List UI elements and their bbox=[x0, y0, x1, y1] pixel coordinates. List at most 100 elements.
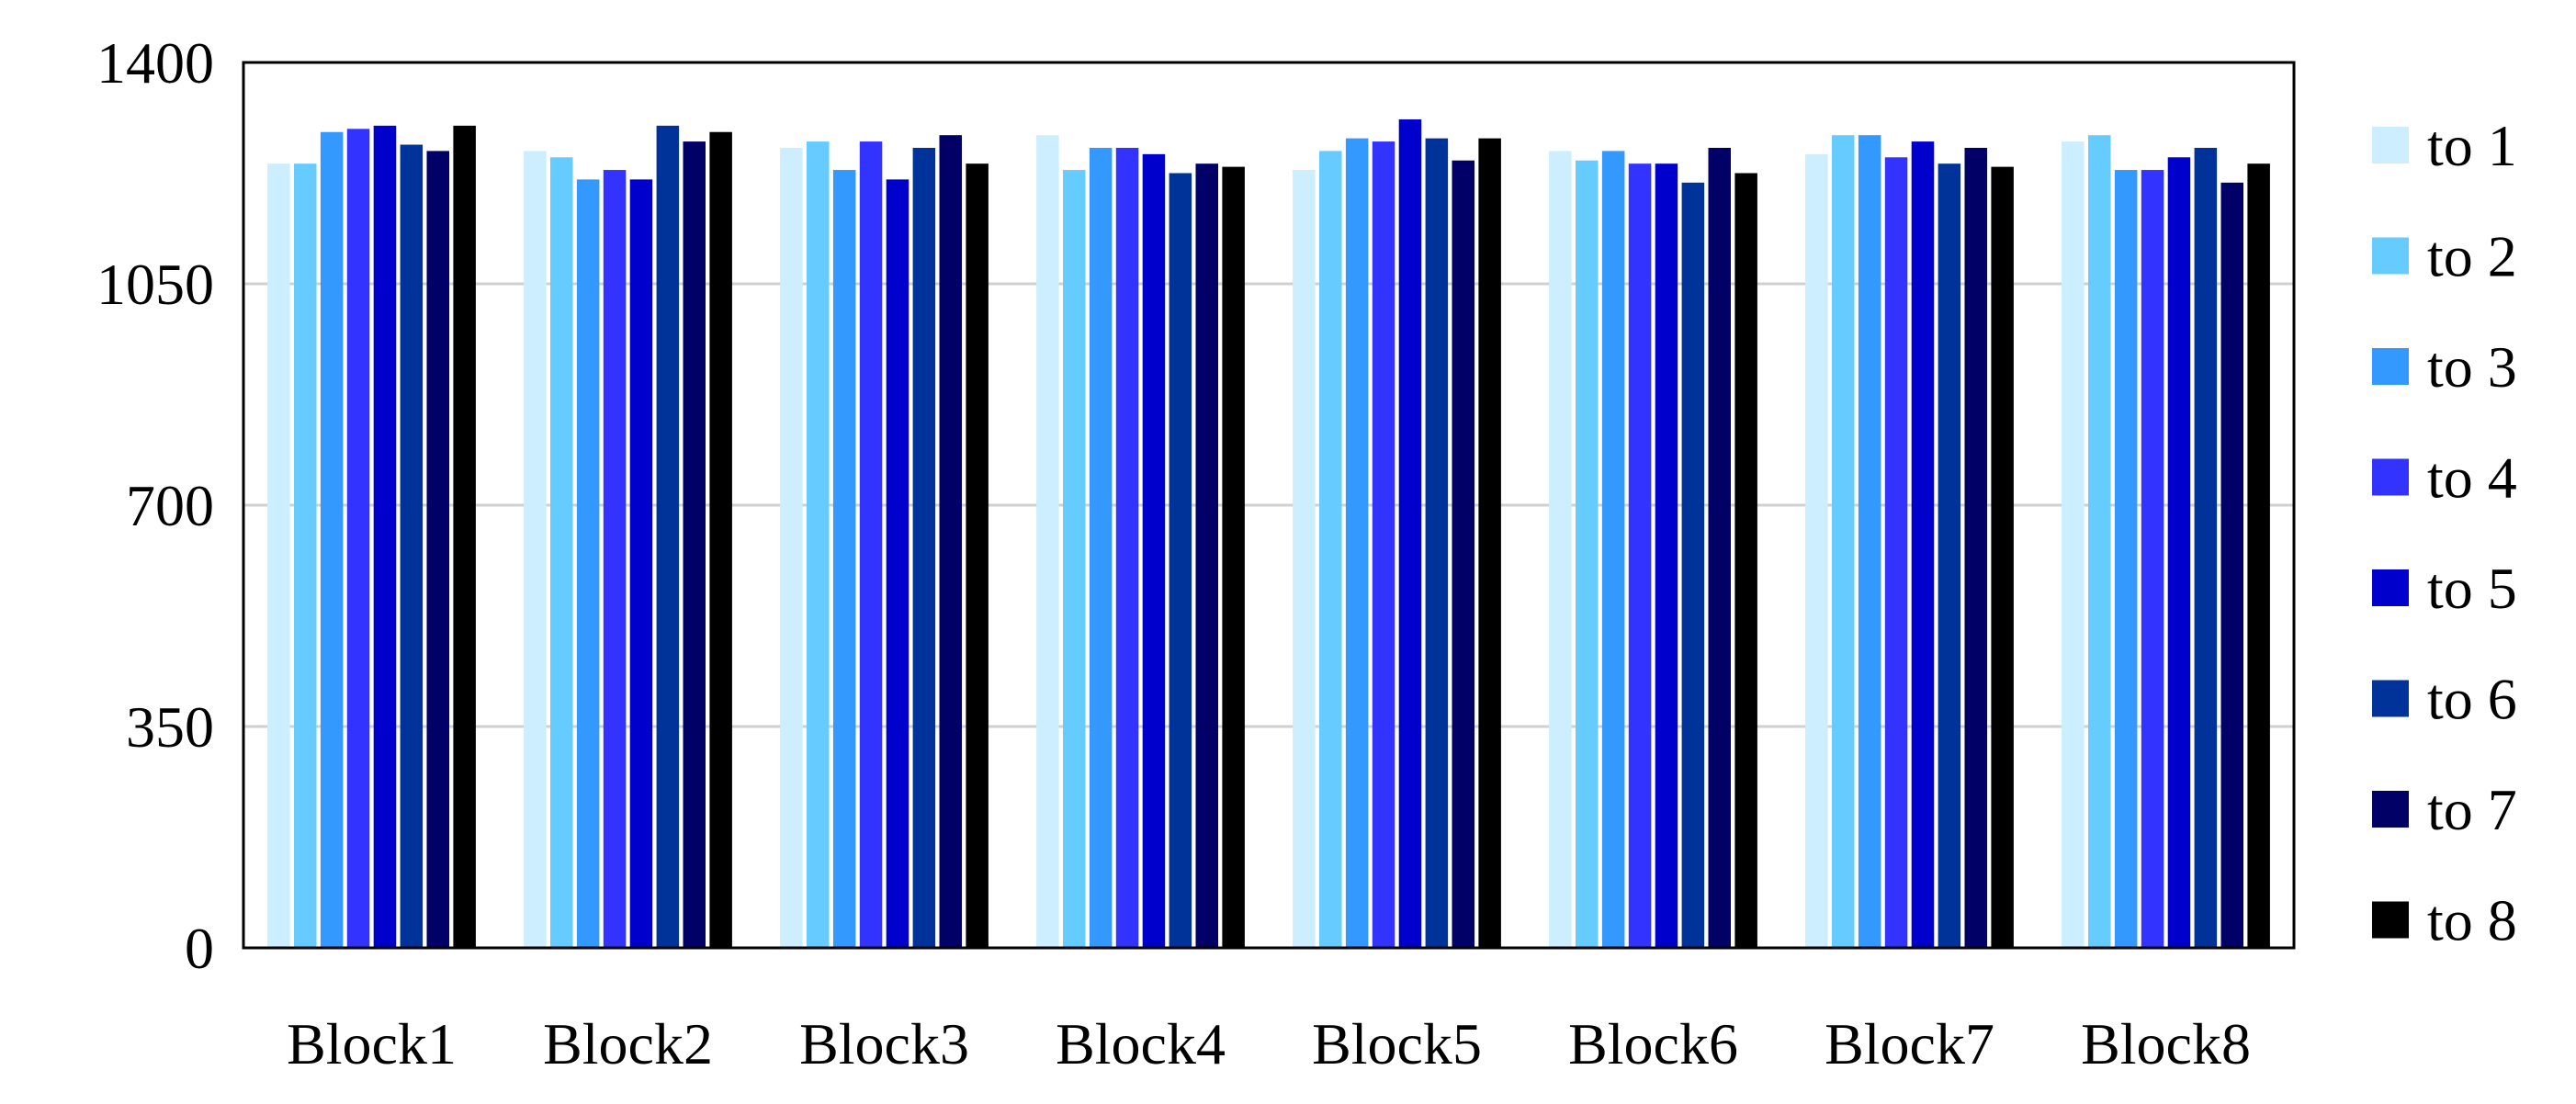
bar-block8-to-5 bbox=[2167, 157, 2191, 949]
bar-block3-to-4 bbox=[859, 141, 883, 949]
bar-block1-to-5 bbox=[373, 125, 397, 948]
legend-label: to 1 bbox=[2427, 113, 2517, 178]
bar-block1-to-6 bbox=[400, 144, 424, 948]
bar-block3-to-7 bbox=[939, 135, 962, 948]
legend-label: to 7 bbox=[2427, 777, 2517, 842]
x-category-label: Block3 bbox=[799, 1011, 969, 1076]
bar-block4-to-8 bbox=[1222, 166, 1245, 949]
legend-label: to 5 bbox=[2427, 556, 2517, 621]
x-category-label: Block6 bbox=[1568, 1011, 1738, 1076]
bar-block6-to-8 bbox=[1734, 173, 1757, 948]
bar-block2-to-6 bbox=[656, 125, 680, 948]
bar-block1-to-7 bbox=[426, 151, 449, 948]
x-axis-category-labels: Block1 Block2 Block3 Block4 Block5 Block6 Bloc… bbox=[287, 1011, 2251, 1076]
bar-block3-to-5 bbox=[886, 179, 910, 948]
y-axis-tick-labels: 0 350 700 1050 1400 bbox=[96, 30, 214, 981]
bar-block6-to-5 bbox=[1655, 163, 1678, 948]
bar-block6-to-3 bbox=[1601, 151, 1625, 948]
bar-block7-to-3 bbox=[1858, 135, 1881, 948]
legend-label: to 4 bbox=[2427, 445, 2517, 511]
bar-block1-to-2 bbox=[294, 163, 317, 948]
x-category-label: Block5 bbox=[1312, 1011, 1482, 1076]
bar-block2-to-8 bbox=[709, 131, 732, 948]
y-tick-label: 350 bbox=[126, 694, 214, 760]
bar-block2-to-5 bbox=[629, 179, 653, 948]
bar-block7-to-7 bbox=[1964, 147, 1987, 948]
bar-block4-to-7 bbox=[1195, 163, 1218, 948]
legend-label: to 2 bbox=[2427, 224, 2517, 289]
legend-swatch bbox=[2372, 901, 2409, 939]
bar-block5-to-5 bbox=[1398, 118, 1422, 948]
bar-block8-to-6 bbox=[2194, 147, 2218, 948]
bar-block6-to-1 bbox=[1549, 151, 1572, 948]
legend-label: to 3 bbox=[2427, 334, 2517, 400]
bar-block8-to-2 bbox=[2088, 135, 2111, 948]
bar-block7-to-8 bbox=[1991, 166, 2014, 949]
bar-block1-to-1 bbox=[267, 163, 290, 948]
x-category-label: Block7 bbox=[1825, 1011, 1994, 1076]
bar-block5-to-6 bbox=[1425, 138, 1449, 949]
bar-block5-to-2 bbox=[1319, 151, 1342, 948]
bar-block2-to-1 bbox=[524, 151, 547, 948]
bar-block8-to-8 bbox=[2247, 163, 2270, 948]
bar-block5-to-4 bbox=[1372, 141, 1395, 949]
bar-block7-to-2 bbox=[1832, 135, 1855, 948]
bar-block4-to-3 bbox=[1089, 147, 1113, 948]
bar-block7-to-5 bbox=[1911, 141, 1935, 949]
bars bbox=[267, 118, 2270, 949]
plot-area-border bbox=[242, 61, 2296, 950]
legend-swatch bbox=[2372, 569, 2409, 606]
bar-block4-to-2 bbox=[1063, 170, 1086, 949]
bar-block4-to-1 bbox=[1036, 135, 1059, 948]
bar-block4-to-4 bbox=[1115, 147, 1139, 948]
y-tick-label: 0 bbox=[185, 916, 214, 981]
bar-block3-to-1 bbox=[780, 147, 803, 948]
legend-swatch bbox=[2372, 348, 2409, 385]
bar-block4-to-6 bbox=[1169, 173, 1192, 948]
y-tick-label: 1400 bbox=[96, 30, 214, 96]
bar-block3-to-2 bbox=[807, 141, 830, 949]
y-tick-label: 1050 bbox=[96, 252, 214, 317]
bar-block3-to-8 bbox=[966, 163, 989, 948]
legend-swatch bbox=[2372, 680, 2409, 717]
legend-swatch bbox=[2372, 237, 2409, 275]
x-category-label: Block2 bbox=[543, 1011, 713, 1076]
legend-label: to 8 bbox=[2427, 888, 2517, 953]
bar-block1-to-3 bbox=[320, 131, 344, 948]
bar-block2-to-7 bbox=[683, 141, 706, 949]
bar-block6-to-2 bbox=[1576, 160, 1599, 948]
x-category-label: Block1 bbox=[287, 1011, 457, 1076]
bar-block1-to-4 bbox=[346, 129, 370, 949]
bar-block7-to-6 bbox=[1938, 163, 1961, 948]
bar-block2-to-3 bbox=[576, 179, 600, 948]
legend-label: to 6 bbox=[2427, 667, 2517, 732]
legend-swatch bbox=[2372, 127, 2409, 163]
bar-block7-to-1 bbox=[1805, 153, 1828, 949]
bar-block8-to-7 bbox=[2220, 182, 2243, 949]
bar-block8-to-3 bbox=[2114, 170, 2138, 949]
x-category-label: Block8 bbox=[2081, 1011, 2251, 1076]
bar-block6-to-6 bbox=[1681, 182, 1705, 949]
bar-block2-to-2 bbox=[550, 157, 573, 949]
bar-block7-to-4 bbox=[1884, 157, 1908, 949]
x-category-label: Block4 bbox=[1056, 1011, 1226, 1076]
y-tick-label: 700 bbox=[126, 473, 214, 538]
legend-swatch bbox=[2372, 791, 2409, 828]
bar-block2-to-4 bbox=[603, 170, 627, 949]
bar-block8-to-1 bbox=[2062, 141, 2085, 949]
bar-block4-to-5 bbox=[1142, 153, 1166, 949]
bar-block1-to-8 bbox=[453, 125, 476, 948]
legend-swatch bbox=[2372, 458, 2409, 496]
bar-block3-to-6 bbox=[912, 147, 936, 948]
bar-block5-to-3 bbox=[1345, 138, 1369, 949]
legend: to 1 to 2 to 3 to 4 to 5 to 6 to 7 to 8 bbox=[2372, 113, 2517, 953]
bar-block5-to-8 bbox=[1478, 138, 1501, 949]
bar-block3-to-3 bbox=[832, 170, 856, 949]
bar-block8-to-4 bbox=[2141, 170, 2164, 949]
bar-block6-to-4 bbox=[1628, 163, 1652, 948]
bar-block6-to-7 bbox=[1708, 147, 1731, 948]
bar-block5-to-1 bbox=[1293, 170, 1316, 949]
bar-block5-to-7 bbox=[1452, 160, 1474, 948]
